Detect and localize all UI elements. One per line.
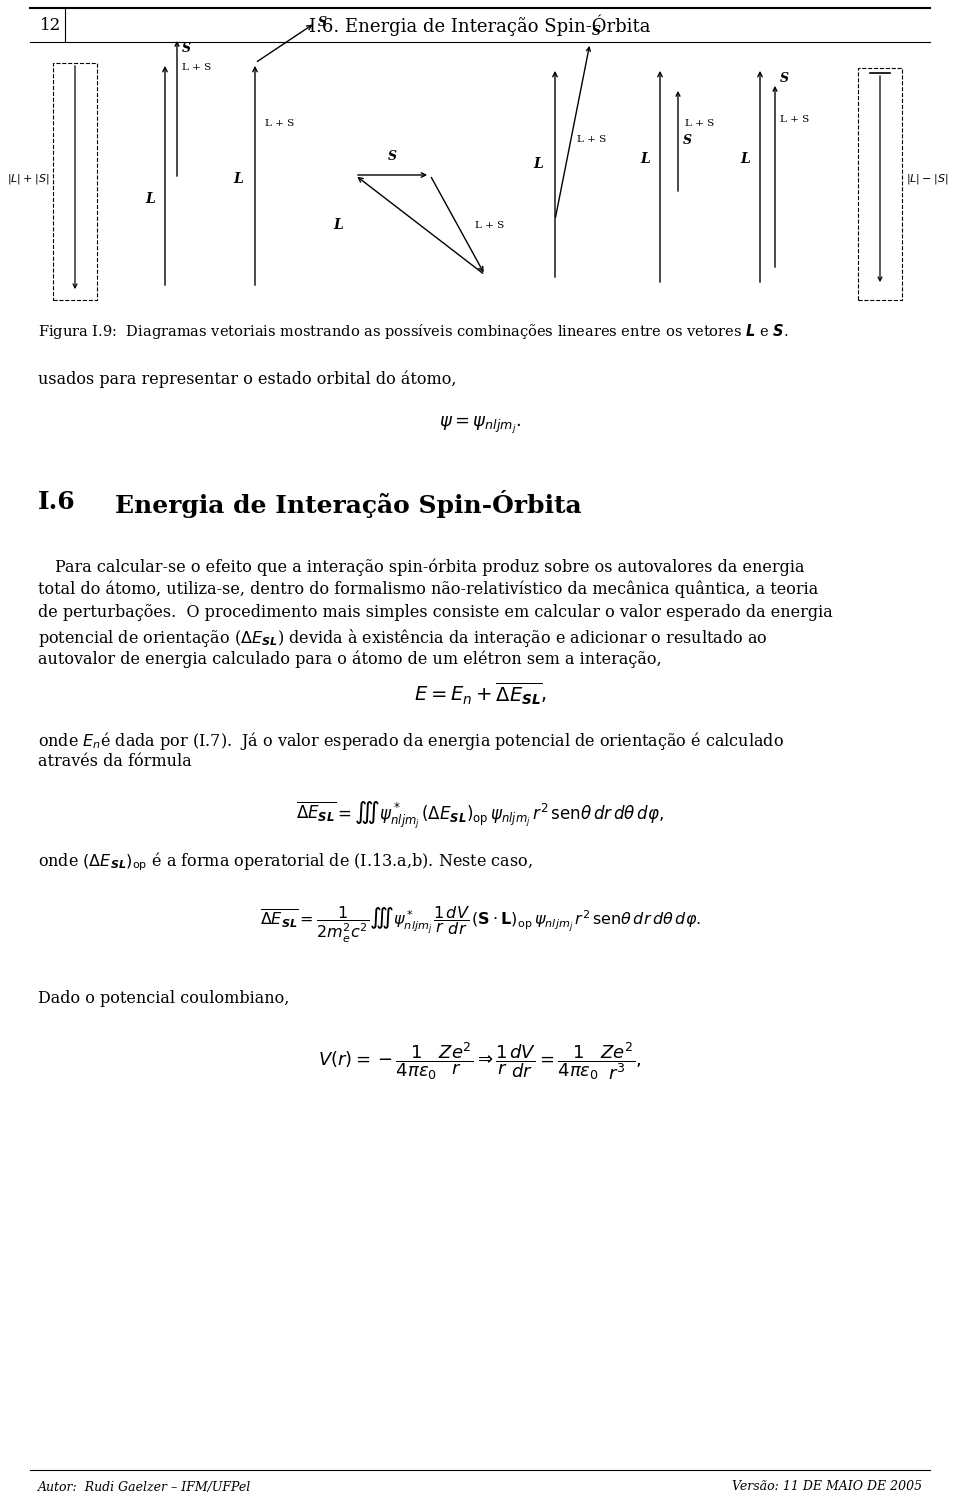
Text: L + S: L + S	[182, 63, 211, 72]
Text: total do átomo, utiliza-se, dentro do formalismo não-relativístico da mecânica q: total do átomo, utiliza-se, dentro do fo…	[38, 581, 818, 599]
Text: S: S	[683, 135, 692, 147]
Text: autovalor de energia calculado para o átomo de um elétron sem a interação,: autovalor de energia calculado para o át…	[38, 650, 661, 668]
Text: Autor:  Rudi Gaelzer – IFM/UFPel: Autor: Rudi Gaelzer – IFM/UFPel	[38, 1480, 252, 1493]
Text: $|L|+|S|$: $|L|+|S|$	[7, 173, 49, 186]
Text: S: S	[318, 17, 327, 30]
Text: Energia de Interação Spin-Órbita: Energia de Interação Spin-Órbita	[115, 489, 582, 518]
Text: L: L	[640, 152, 650, 167]
Text: onde $E_n$é dada por (I.7).  Já o valor esperado da energia potencial de orienta: onde $E_n$é dada por (I.7). Já o valor e…	[38, 729, 783, 752]
Text: L + S: L + S	[685, 120, 714, 129]
Bar	[53, 63, 97, 300]
Text: S: S	[592, 26, 601, 38]
Text: Para calcular-se o efeito que a interação spin-órbita produz sobre os autovalore: Para calcular-se o efeito que a interaçã…	[55, 558, 804, 575]
Text: L + S: L + S	[475, 221, 504, 230]
Text: I.6. Energia de Interação Spin-Órbita: I.6. Energia de Interação Spin-Órbita	[309, 14, 651, 36]
Text: Dado o potencial coulombiano,: Dado o potencial coulombiano,	[38, 991, 289, 1007]
Text: Versão: 11 DE MAIO DE 2005: Versão: 11 DE MAIO DE 2005	[732, 1480, 922, 1493]
Text: L + S: L + S	[780, 114, 809, 123]
Text: de perturbações.  O procedimento mais simples consiste em calcular o valor esper: de perturbações. O procedimento mais sim…	[38, 603, 832, 621]
Text: através da fórmula: através da fórmula	[38, 754, 192, 770]
Text: $V(r) = -\dfrac{1}{4\pi\epsilon_0}\dfrac{Ze^2}{r} \Rightarrow \dfrac{1}{r}\dfrac: $V(r) = -\dfrac{1}{4\pi\epsilon_0}\dfrac…	[319, 1040, 641, 1082]
Text: 12: 12	[40, 17, 61, 33]
Text: potencial de orientação ($\Delta E_{\boldsymbol{SL}}$) devida à existência da in: potencial de orientação ($\Delta E_{\bol…	[38, 627, 767, 648]
Text: I.6: I.6	[38, 489, 76, 513]
Text: $\overline{\Delta E_{\boldsymbol{SL}}} = \iiint \psi^*_{nlj m_j}\,(\Delta E_{\bo: $\overline{\Delta E_{\boldsymbol{SL}}} =…	[296, 800, 664, 832]
Text: L: L	[533, 158, 543, 171]
Text: L + S: L + S	[265, 120, 295, 129]
Text: $\psi = \psi_{nlj m_j}.$: $\psi = \psi_{nlj m_j}.$	[439, 414, 521, 437]
Text: Figura I.9:  Diagramas vetoriais mostrando as possíveis combinações lineares ent: Figura I.9: Diagramas vetoriais mostrand…	[38, 323, 788, 341]
Text: S: S	[182, 42, 191, 54]
Text: L: L	[145, 192, 155, 206]
Text: $|L|-|S|$: $|L|-|S|$	[906, 173, 948, 186]
Text: L: L	[233, 173, 243, 186]
Text: S: S	[388, 150, 397, 164]
Text: $E = E_n + \overline{\Delta E_{\boldsymbol{SL}}},$: $E = E_n + \overline{\Delta E_{\boldsymb…	[414, 680, 546, 707]
Text: usados para representar o estado orbital do átomo,: usados para representar o estado orbital…	[38, 371, 457, 387]
Text: L: L	[740, 152, 750, 167]
Text: L + S: L + S	[577, 135, 607, 144]
Text: $\overline{\Delta E_{\boldsymbol{SL}}} = \dfrac{1}{2m_e^2 c^2} \iiint \psi^*_{nl: $\overline{\Delta E_{\boldsymbol{SL}}} =…	[259, 905, 701, 946]
Text: L: L	[333, 218, 343, 233]
Text: S: S	[780, 72, 789, 84]
Bar	[858, 68, 902, 300]
Text: onde $(\Delta E_{\boldsymbol{SL}})_{\mathrm{op}}$ é a forma operatorial de (I.13: onde $(\Delta E_{\boldsymbol{SL}})_{\mat…	[38, 850, 533, 872]
